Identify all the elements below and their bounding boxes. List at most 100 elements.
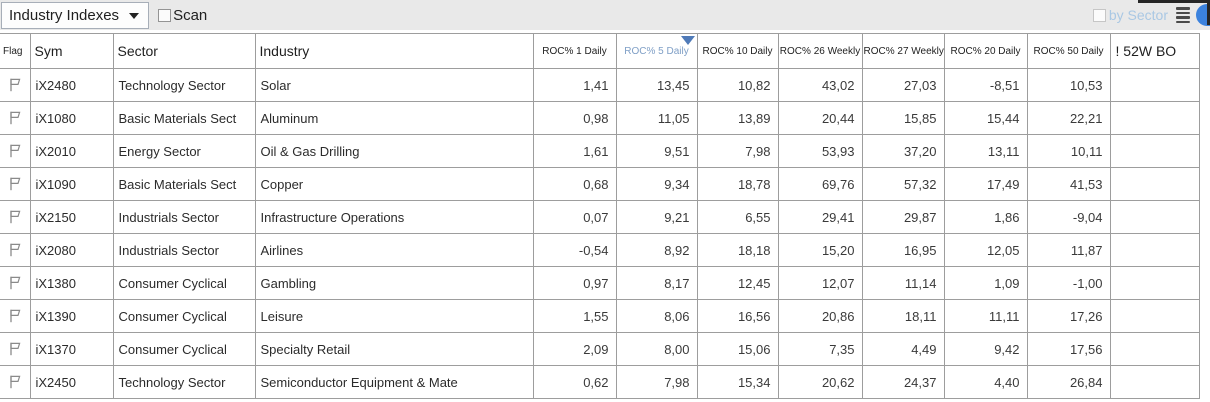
flag-cell[interactable] — [0, 266, 31, 300]
roc50-daily-cell: 22,21 — [1026, 101, 1111, 135]
52w-bo-cell — [1109, 167, 1200, 201]
flag-cell[interactable] — [0, 167, 31, 201]
flag-cell[interactable] — [0, 233, 31, 267]
chevron-down-icon — [129, 13, 140, 19]
roc20-daily-cell: -8,51 — [943, 68, 1028, 102]
table-row[interactable]: iX1080 Basic Materials Sect Aluminum 0,9… — [0, 101, 1200, 135]
table-row[interactable]: iX1370 Consumer Cyclical Specialty Retai… — [0, 332, 1200, 366]
symbol-cell: iX1390 — [29, 299, 114, 333]
column-header-roc20-daily[interactable]: ROC% 20 Daily — [943, 33, 1028, 69]
column-header-52w-bo[interactable]: ! 52W BO — [1109, 33, 1200, 69]
roc10-daily-cell: 10,82 — [696, 68, 779, 102]
flag-cell[interactable] — [0, 68, 31, 102]
screener-table-wrap: Flag Sym Sector Industry ROC% 1 Daily RO… — [0, 33, 1210, 399]
roc5-daily-cell: 8,92 — [615, 233, 698, 267]
table-row[interactable]: iX2450 Technology Sector Semiconductor E… — [0, 365, 1200, 399]
roc20-daily-cell: 1,86 — [943, 200, 1028, 234]
flag-cell[interactable] — [0, 134, 31, 168]
roc50-daily-cell: 26,84 — [1026, 365, 1111, 399]
column-header-roc27-weekly[interactable]: ROC% 27 Weekly — [861, 33, 945, 69]
flag-icon — [10, 342, 21, 356]
roc5-daily-cell: 8,06 — [615, 299, 698, 333]
roc20-daily-cell: 12,05 — [943, 233, 1028, 267]
roc20-daily-cell: 1,09 — [943, 266, 1028, 300]
flag-icon — [10, 375, 21, 389]
roc27-weekly-cell: 18,11 — [861, 299, 945, 333]
roc1-daily-cell: 0,98 — [532, 101, 617, 135]
roc10-daily-cell: 13,89 — [696, 101, 779, 135]
symbol-cell: iX2150 — [29, 200, 114, 234]
sector-cell: Consumer Cyclical — [112, 299, 256, 333]
table-row[interactable]: iX1390 Consumer Cyclical Leisure 1,55 8,… — [0, 299, 1200, 333]
column-header-roc26-weekly[interactable]: ROC% 26 Weekly — [777, 33, 863, 69]
roc26-weekly-cell: 15,20 — [777, 233, 863, 267]
by-sector-checkbox[interactable] — [1092, 8, 1106, 22]
window-corner-fragment-edge — [1207, 0, 1210, 25]
column-header-sym[interactable]: Sym — [29, 33, 114, 69]
by-sector-toggle[interactable]: by Sector — [1092, 7, 1168, 23]
menu-icon[interactable] — [1176, 7, 1190, 23]
roc5-daily-cell: 11,05 — [615, 101, 698, 135]
column-header-roc1-daily[interactable]: ROC% 1 Daily — [532, 33, 617, 69]
roc50-daily-cell: 10,53 — [1026, 68, 1111, 102]
window-corner-fragment — [1138, 0, 1210, 3]
toolbar: Industry Indexes Scan by Sector — [0, 0, 1210, 30]
column-header-industry[interactable]: Industry — [254, 33, 534, 69]
symbol-cell: iX2480 — [29, 68, 114, 102]
blue-round-button[interactable] — [1196, 4, 1210, 26]
preset-dropdown-label: Industry Indexes — [9, 6, 120, 24]
roc50-daily-cell: 41,53 — [1026, 167, 1111, 201]
flag-cell[interactable] — [0, 200, 31, 234]
header-row: Flag Sym Sector Industry ROC% 1 Daily RO… — [0, 33, 1200, 69]
flag-cell[interactable] — [0, 101, 31, 135]
column-header-sector[interactable]: Sector — [112, 33, 256, 69]
52w-bo-cell — [1109, 299, 1200, 333]
roc26-weekly-cell: 12,07 — [777, 266, 863, 300]
flag-cell[interactable] — [0, 365, 31, 399]
roc27-weekly-cell: 27,03 — [861, 68, 945, 102]
sector-cell: Consumer Cyclical — [112, 332, 256, 366]
roc26-weekly-cell: 69,76 — [777, 167, 863, 201]
column-header-roc10-daily[interactable]: ROC% 10 Daily — [696, 33, 779, 69]
industry-cell: Semiconductor Equipment & Mate — [254, 365, 534, 399]
roc1-daily-cell: 1,41 — [532, 68, 617, 102]
52w-bo-cell — [1109, 266, 1200, 300]
table-row[interactable]: iX2150 Industrials Sector Infrastructure… — [0, 200, 1200, 234]
table-body: iX2480 Technology Sector Solar 1,41 13,4… — [0, 68, 1200, 399]
column-header-roc5-daily-sorted[interactable]: ROC% 5 Daily — [615, 33, 698, 69]
roc26-weekly-cell: 20,86 — [777, 299, 863, 333]
flag-cell[interactable] — [0, 332, 31, 366]
column-header-flag[interactable]: Flag — [0, 33, 31, 69]
industry-cell: Copper — [254, 167, 534, 201]
sector-cell: Industrials Sector — [112, 200, 256, 234]
scan-checkbox[interactable] — [158, 8, 172, 22]
roc27-weekly-cell: 29,87 — [861, 200, 945, 234]
roc20-daily-cell: 17,49 — [943, 167, 1028, 201]
flag-icon — [10, 111, 21, 125]
preset-dropdown[interactable]: Industry Indexes — [1, 1, 150, 29]
sector-cell: Consumer Cyclical — [112, 266, 256, 300]
table-row[interactable]: iX1380 Consumer Cyclical Gambling 0,97 8… — [0, 266, 1200, 300]
roc5-daily-cell: 8,17 — [615, 266, 698, 300]
roc27-weekly-cell: 16,95 — [861, 233, 945, 267]
roc20-daily-cell: 11,11 — [943, 299, 1028, 333]
table-row[interactable]: iX2080 Industrials Sector Airlines -0,54… — [0, 233, 1200, 267]
roc27-weekly-cell: 11,14 — [861, 266, 945, 300]
roc1-daily-cell: 2,09 — [532, 332, 617, 366]
roc26-weekly-cell: 20,62 — [777, 365, 863, 399]
table-row[interactable]: iX2480 Technology Sector Solar 1,41 13,4… — [0, 68, 1200, 102]
roc10-daily-cell: 15,06 — [696, 332, 779, 366]
roc10-daily-cell: 12,45 — [696, 266, 779, 300]
flag-cell[interactable] — [0, 299, 31, 333]
flag-icon — [10, 243, 21, 257]
roc50-daily-cell: -9,04 — [1026, 200, 1111, 234]
column-header-roc50-daily[interactable]: ROC% 50 Daily — [1026, 33, 1111, 69]
industry-cell: Leisure — [254, 299, 534, 333]
table-row[interactable]: iX2010 Energy Sector Oil & Gas Drilling … — [0, 134, 1200, 168]
flag-icon — [10, 276, 21, 290]
flag-icon — [10, 177, 21, 191]
roc27-weekly-cell: 37,20 — [861, 134, 945, 168]
scan-toggle[interactable]: Scan — [158, 7, 207, 24]
table-row[interactable]: iX1090 Basic Materials Sect Copper 0,68 … — [0, 167, 1200, 201]
